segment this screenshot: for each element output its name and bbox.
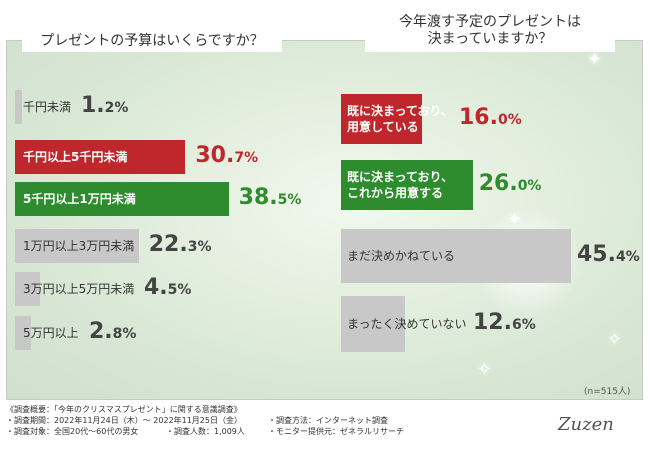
decided-bar-label-line: 既に決まっており、 <box>347 170 454 184</box>
right-chart-title: 今年渡す予定のプレゼントは 決まっていますか？ <box>365 14 615 52</box>
decided-bar-label: まだ決めかねている <box>347 248 455 264</box>
survey-footer: 《調査概要：「今年のクリスマスプレゼント」に関する意識調査》 ・調査期間：202… <box>6 404 404 437</box>
budget-bar-label: 千円未満 <box>23 100 72 114</box>
budget-bar <box>15 182 229 216</box>
decided-bar-label-line: これから用意する <box>347 186 444 200</box>
right-chart-title-line: 今年渡す予定のプレゼントは <box>399 14 581 30</box>
chart-panel: ✦ ✦ ✧ ✧ <box>6 40 643 400</box>
budget-bar <box>15 316 31 350</box>
decided-bar-label: 既に決まっており、 用意している <box>347 103 453 135</box>
budget-value-label: 1.2% <box>81 93 129 118</box>
decided-value-label: 12.6% <box>473 310 536 335</box>
sparkle-icon: ✧ <box>607 329 623 350</box>
decided-bar-label-line: 既に決まっており、 <box>347 104 454 118</box>
sparkle-icon: ✦ <box>587 49 603 70</box>
budget-bar <box>15 272 40 306</box>
budget-bar-label: 5千円以上1万円未満 <box>23 192 136 206</box>
survey-provider: ・モニター提供元：ゼネラルリサーチ <box>268 427 404 436</box>
brand-logo: Zuzen <box>558 414 614 435</box>
decided-bar-label: 既に決まっており、 これから用意する <box>347 169 453 201</box>
budget-bar <box>15 90 22 124</box>
budget-value-label: 38.5% <box>238 185 302 210</box>
budget-value-label: 22.3% <box>148 232 212 257</box>
decided-bar-label-line: まだ決めかねている <box>347 249 456 263</box>
decided-bar-label-line: 用意している <box>347 120 419 134</box>
budget-value-label: 2.8% <box>89 319 137 344</box>
budget-value-label: 30.7% <box>195 143 259 168</box>
decided-bar <box>341 229 571 283</box>
budget-bar <box>15 140 186 174</box>
sparkle-icon: ✦ <box>507 209 523 230</box>
decided-value-label: 16.0% <box>459 105 522 130</box>
decided-bar <box>341 94 423 144</box>
survey-title: 《調査概要：「今年のクリスマスプレゼント」に関する意識調査》 <box>6 405 242 414</box>
budget-bar-label: 3万円以上5万円未満 <box>23 282 135 296</box>
budget-bar-label: 5万円以上 <box>23 326 79 340</box>
right-chart-title-line: 決まっていますか？ <box>427 31 553 47</box>
budget-bar-label: 千円以上5千円未満 <box>23 150 128 164</box>
budget-value-label: 4.5% <box>144 275 192 300</box>
decided-bar-label-line: まったく決めていない <box>347 317 467 331</box>
left-chart-title: プレゼントの予算はいくらですか？ <box>22 30 282 52</box>
budget-bar-label: 1万円以上3万円未満 <box>23 239 135 253</box>
decided-value-label: 45.4% <box>577 242 640 267</box>
budget-bar <box>15 229 139 263</box>
survey-target: ・調査対象：全国20代～60代の男女 <box>6 427 139 436</box>
decided-bar <box>341 160 473 210</box>
sparkle-icon: ✧ <box>477 359 493 380</box>
decided-value-label: 26.0% <box>478 171 542 196</box>
survey-period: ・調査期間：2022年11月24日（木）～ 2022年11月25日（金） <box>6 416 242 425</box>
decided-bar <box>341 296 405 352</box>
sample-size-note: (n=515人) <box>584 387 631 397</box>
survey-count: ・調査人数：1,009人 <box>166 427 245 436</box>
decided-bar-label: まったく決めていない <box>347 316 467 332</box>
survey-method: ・調査方法：インターネット調査 <box>268 416 388 425</box>
